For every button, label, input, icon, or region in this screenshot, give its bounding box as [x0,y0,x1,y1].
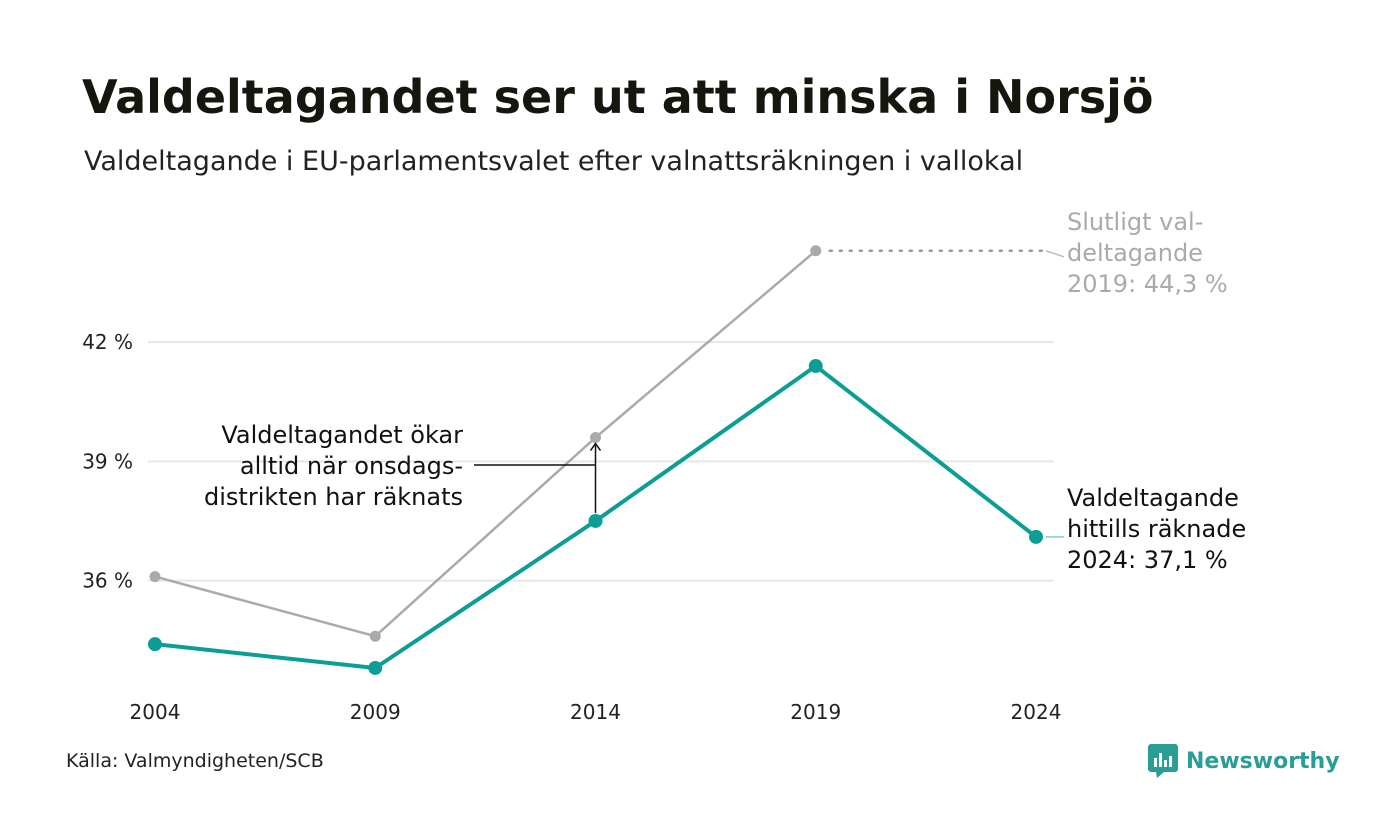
note-text-line: Valdeltagandet ökar [221,421,463,449]
brand-name: Newsworthy [1186,748,1340,774]
data-point-final [149,571,161,583]
data-point-counted [808,359,823,374]
chart-title: Valdeltagandet ser ut att minska i Norsj… [82,70,1154,124]
y-tick-label: 36 % [82,569,133,593]
line-chart: 36 % 39 % 42 % 2004 2009 2014 2019 2024 Slutli… [82,208,1246,724]
counted-label-line: 2024: 37,1 % [1067,546,1228,574]
data-point-counted [1029,529,1043,544]
y-axis: 36 % 39 % 42 % [82,330,133,592]
data-point-final [810,245,822,257]
series-points [148,245,1043,675]
data-point-counted [148,637,162,652]
final-label-line: 2019: 44,3 % [1067,270,1228,298]
data-point-final [590,432,601,444]
x-tick-label: 2004 [130,700,181,724]
series-line-final [154,249,817,638]
x-tick-label: 2009 [350,700,401,724]
data-point-counted [368,660,383,675]
brand-logo: Newsworthy [1148,744,1340,778]
final-label-line: deltagande [1067,239,1203,267]
data-point-final [369,630,381,642]
x-tick-label: 2024 [1011,700,1062,724]
source-note: Källa: Valmyndigheten/SCB [66,750,324,772]
grid-lines [148,341,1054,582]
newsworthy-logo-icon [1148,744,1178,778]
x-tick-label: 2014 [570,700,621,724]
note-text-line: alltid när onsdags- [240,452,463,480]
x-axis: 2004 2009 2014 2019 2024 [130,700,1062,724]
y-tick-label: 39 % [82,449,133,473]
final-label-line: Slutligt val- [1067,208,1203,236]
data-point-counted [588,513,603,528]
y-tick-label: 42 % [82,330,133,354]
chart-subtitle: Valdeltagande i EU-parlamentsvalet efter… [84,146,1024,177]
annotations: Slutligt val-deltagande 2019: 44,3 % Valde… [204,208,1246,574]
x-tick-label: 2019 [790,700,841,724]
final-label-tick [1045,250,1065,258]
counted-label-line: hittills räknade [1067,515,1246,543]
note-arrow-head [589,442,602,451]
counted-label-line: Valdeltagande [1067,484,1239,512]
note-text-line: distrikten har räknats [204,483,463,511]
